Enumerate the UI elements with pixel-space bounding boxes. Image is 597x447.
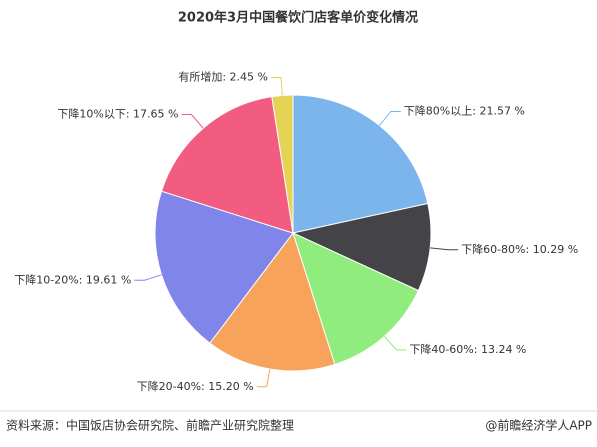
label-connector xyxy=(384,336,407,351)
data-label: 下降10-20%: 19.61 % xyxy=(14,272,131,286)
label-connector xyxy=(379,110,401,126)
chart-title: 2020年3月中国餐饮门店客单价变化情况 xyxy=(178,10,418,26)
pie-slice xyxy=(292,232,420,366)
label-connector xyxy=(430,247,459,251)
data-label: 下降10%以下: 17.65 % xyxy=(57,107,178,121)
label-connector xyxy=(181,114,204,129)
label-connector xyxy=(271,76,283,96)
label-connector xyxy=(134,274,162,281)
pie-slice xyxy=(209,231,336,372)
data-label: 下降60-80%: 10.29 % xyxy=(461,242,578,256)
label-connector xyxy=(256,368,271,388)
data-label: 下降80%以上: 21.57 % xyxy=(404,103,525,117)
data-label: 有所增加: 2.45 % xyxy=(178,69,268,83)
data-label: 下降40-60%: 13.24 % xyxy=(409,342,526,356)
source: 资料来源：中国饭店协会研究院、前瞻产业研究院整理 xyxy=(6,418,294,433)
data-label: 下降20-40%: 15.20 % xyxy=(137,379,254,393)
brand: @前瞻经济学人APP xyxy=(485,418,592,433)
